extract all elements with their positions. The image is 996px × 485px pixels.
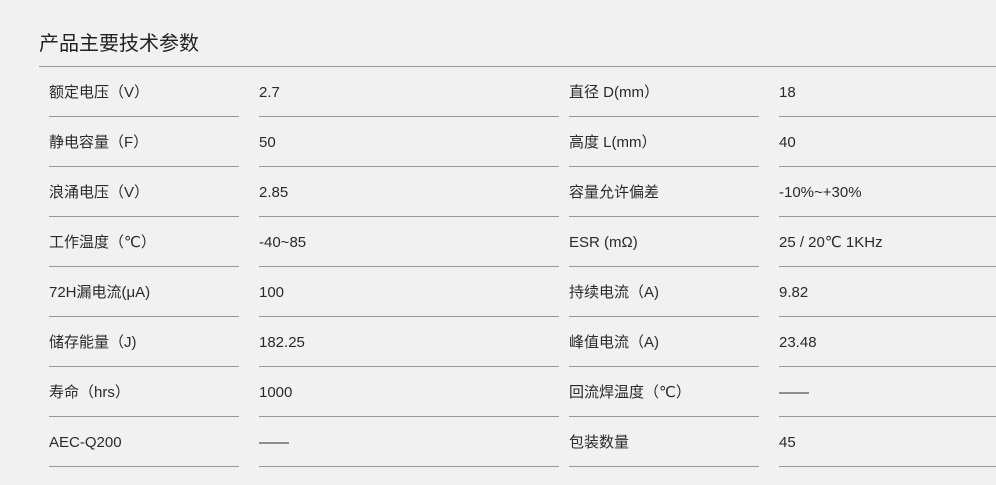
- spec-label: 回流焊温度（℃）: [569, 367, 759, 417]
- spec-label: 寿命（hrs）: [49, 367, 239, 417]
- spec-value: 2.85: [259, 167, 559, 217]
- spec-value: 45: [779, 417, 996, 467]
- spec-value: -40~85: [259, 217, 559, 267]
- spec-label: 浪涌电压（V）: [49, 167, 239, 217]
- spec-value: 18: [779, 67, 996, 117]
- spec-label: 包装数量: [569, 417, 759, 467]
- table-row: 储存能量（J) 182.25 峰值电流（A) 23.48: [49, 317, 996, 367]
- spec-label: 额定电压（V）: [49, 67, 239, 117]
- table-row: 浪涌电压（V） 2.85 容量允许偏差 -10%~+30%: [49, 167, 996, 217]
- section-title: 产品主要技术参数: [39, 33, 199, 55]
- table-row: 寿命（hrs） 1000 回流焊温度（℃） ——: [49, 367, 996, 417]
- spec-label: 工作温度（℃）: [49, 217, 239, 267]
- spec-value: 1000: [259, 367, 559, 417]
- spec-label: 持续电流（A): [569, 267, 759, 317]
- spec-value: 9.82: [779, 267, 996, 317]
- spec-label: 峰值电流（A): [569, 317, 759, 367]
- table-row: 工作温度（℃） -40~85 ESR (mΩ) 25 / 20℃ 1KHz: [49, 217, 996, 267]
- spec-value: 100: [259, 267, 559, 317]
- divider: [39, 66, 996, 67]
- spec-value: -10%~+30%: [779, 167, 996, 217]
- spec-value: 23.48: [779, 317, 996, 367]
- spec-value: ——: [779, 367, 996, 417]
- spec-value: 50: [259, 117, 559, 167]
- spec-label: AEC-Q200: [49, 417, 239, 467]
- table-row: 72H漏电流(μA) 100 持续电流（A) 9.82: [49, 267, 996, 317]
- spec-value: 2.7: [259, 67, 559, 117]
- table-row: 静电容量（F） 50 高度 L(mm） 40: [49, 117, 996, 167]
- spec-label: 储存能量（J): [49, 317, 239, 367]
- spec-value: ——: [259, 417, 559, 467]
- spec-value: 25 / 20℃ 1KHz: [779, 217, 996, 267]
- table-row: 额定电压（V） 2.7 直径 D(mm） 18: [49, 67, 996, 117]
- spec-label: 静电容量（F）: [49, 117, 239, 167]
- table-row: AEC-Q200 —— 包装数量 45: [49, 417, 996, 467]
- spec-value: 182.25: [259, 317, 559, 367]
- spec-label: 直径 D(mm）: [569, 67, 759, 117]
- spec-label: 72H漏电流(μA): [49, 267, 239, 317]
- spec-label: ESR (mΩ): [569, 217, 759, 267]
- spec-table: 额定电压（V） 2.7 直径 D(mm） 18 静电容量（F） 50 高度 L(mm） 40 浪…: [49, 67, 996, 467]
- spec-label: 高度 L(mm）: [569, 117, 759, 167]
- spec-label: 容量允许偏差: [569, 167, 759, 217]
- spec-value: 40: [779, 117, 996, 167]
